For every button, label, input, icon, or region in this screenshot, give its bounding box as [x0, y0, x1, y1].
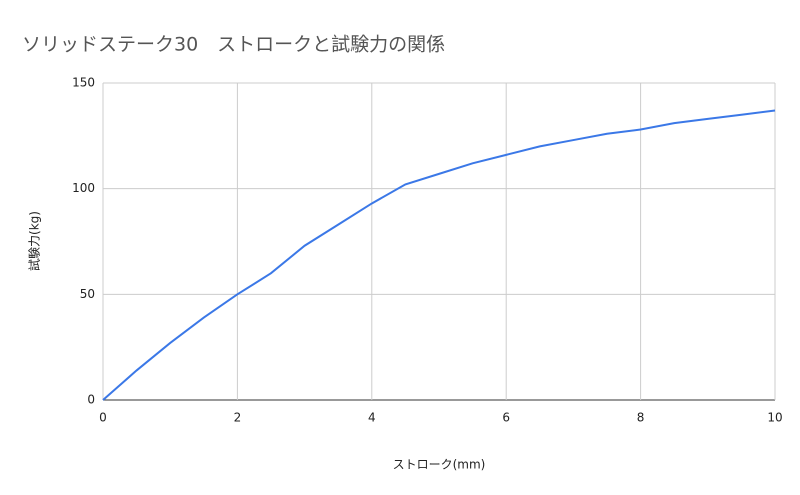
- x-tick-label: 10: [767, 411, 782, 425]
- data-line: [102, 109, 776, 401]
- x-tick-label: 0: [99, 411, 107, 425]
- y-tick-label: 150: [72, 76, 95, 90]
- x-tick-label: 8: [637, 411, 645, 425]
- x-tick-label: 2: [234, 411, 242, 425]
- y-tick-label: 100: [72, 181, 95, 195]
- x-axis-label: ストローク(mm): [393, 458, 486, 472]
- y-tick-label: 0: [87, 393, 95, 407]
- y-axis-label: 試験力(kg): [27, 211, 42, 271]
- y-tick-label: 50: [80, 287, 95, 301]
- x-tick-label: 4: [368, 411, 376, 425]
- x-tick-label: 6: [502, 411, 510, 425]
- chart-title: ソリッドステーク30 ストロークと試験力の関係: [22, 34, 445, 56]
